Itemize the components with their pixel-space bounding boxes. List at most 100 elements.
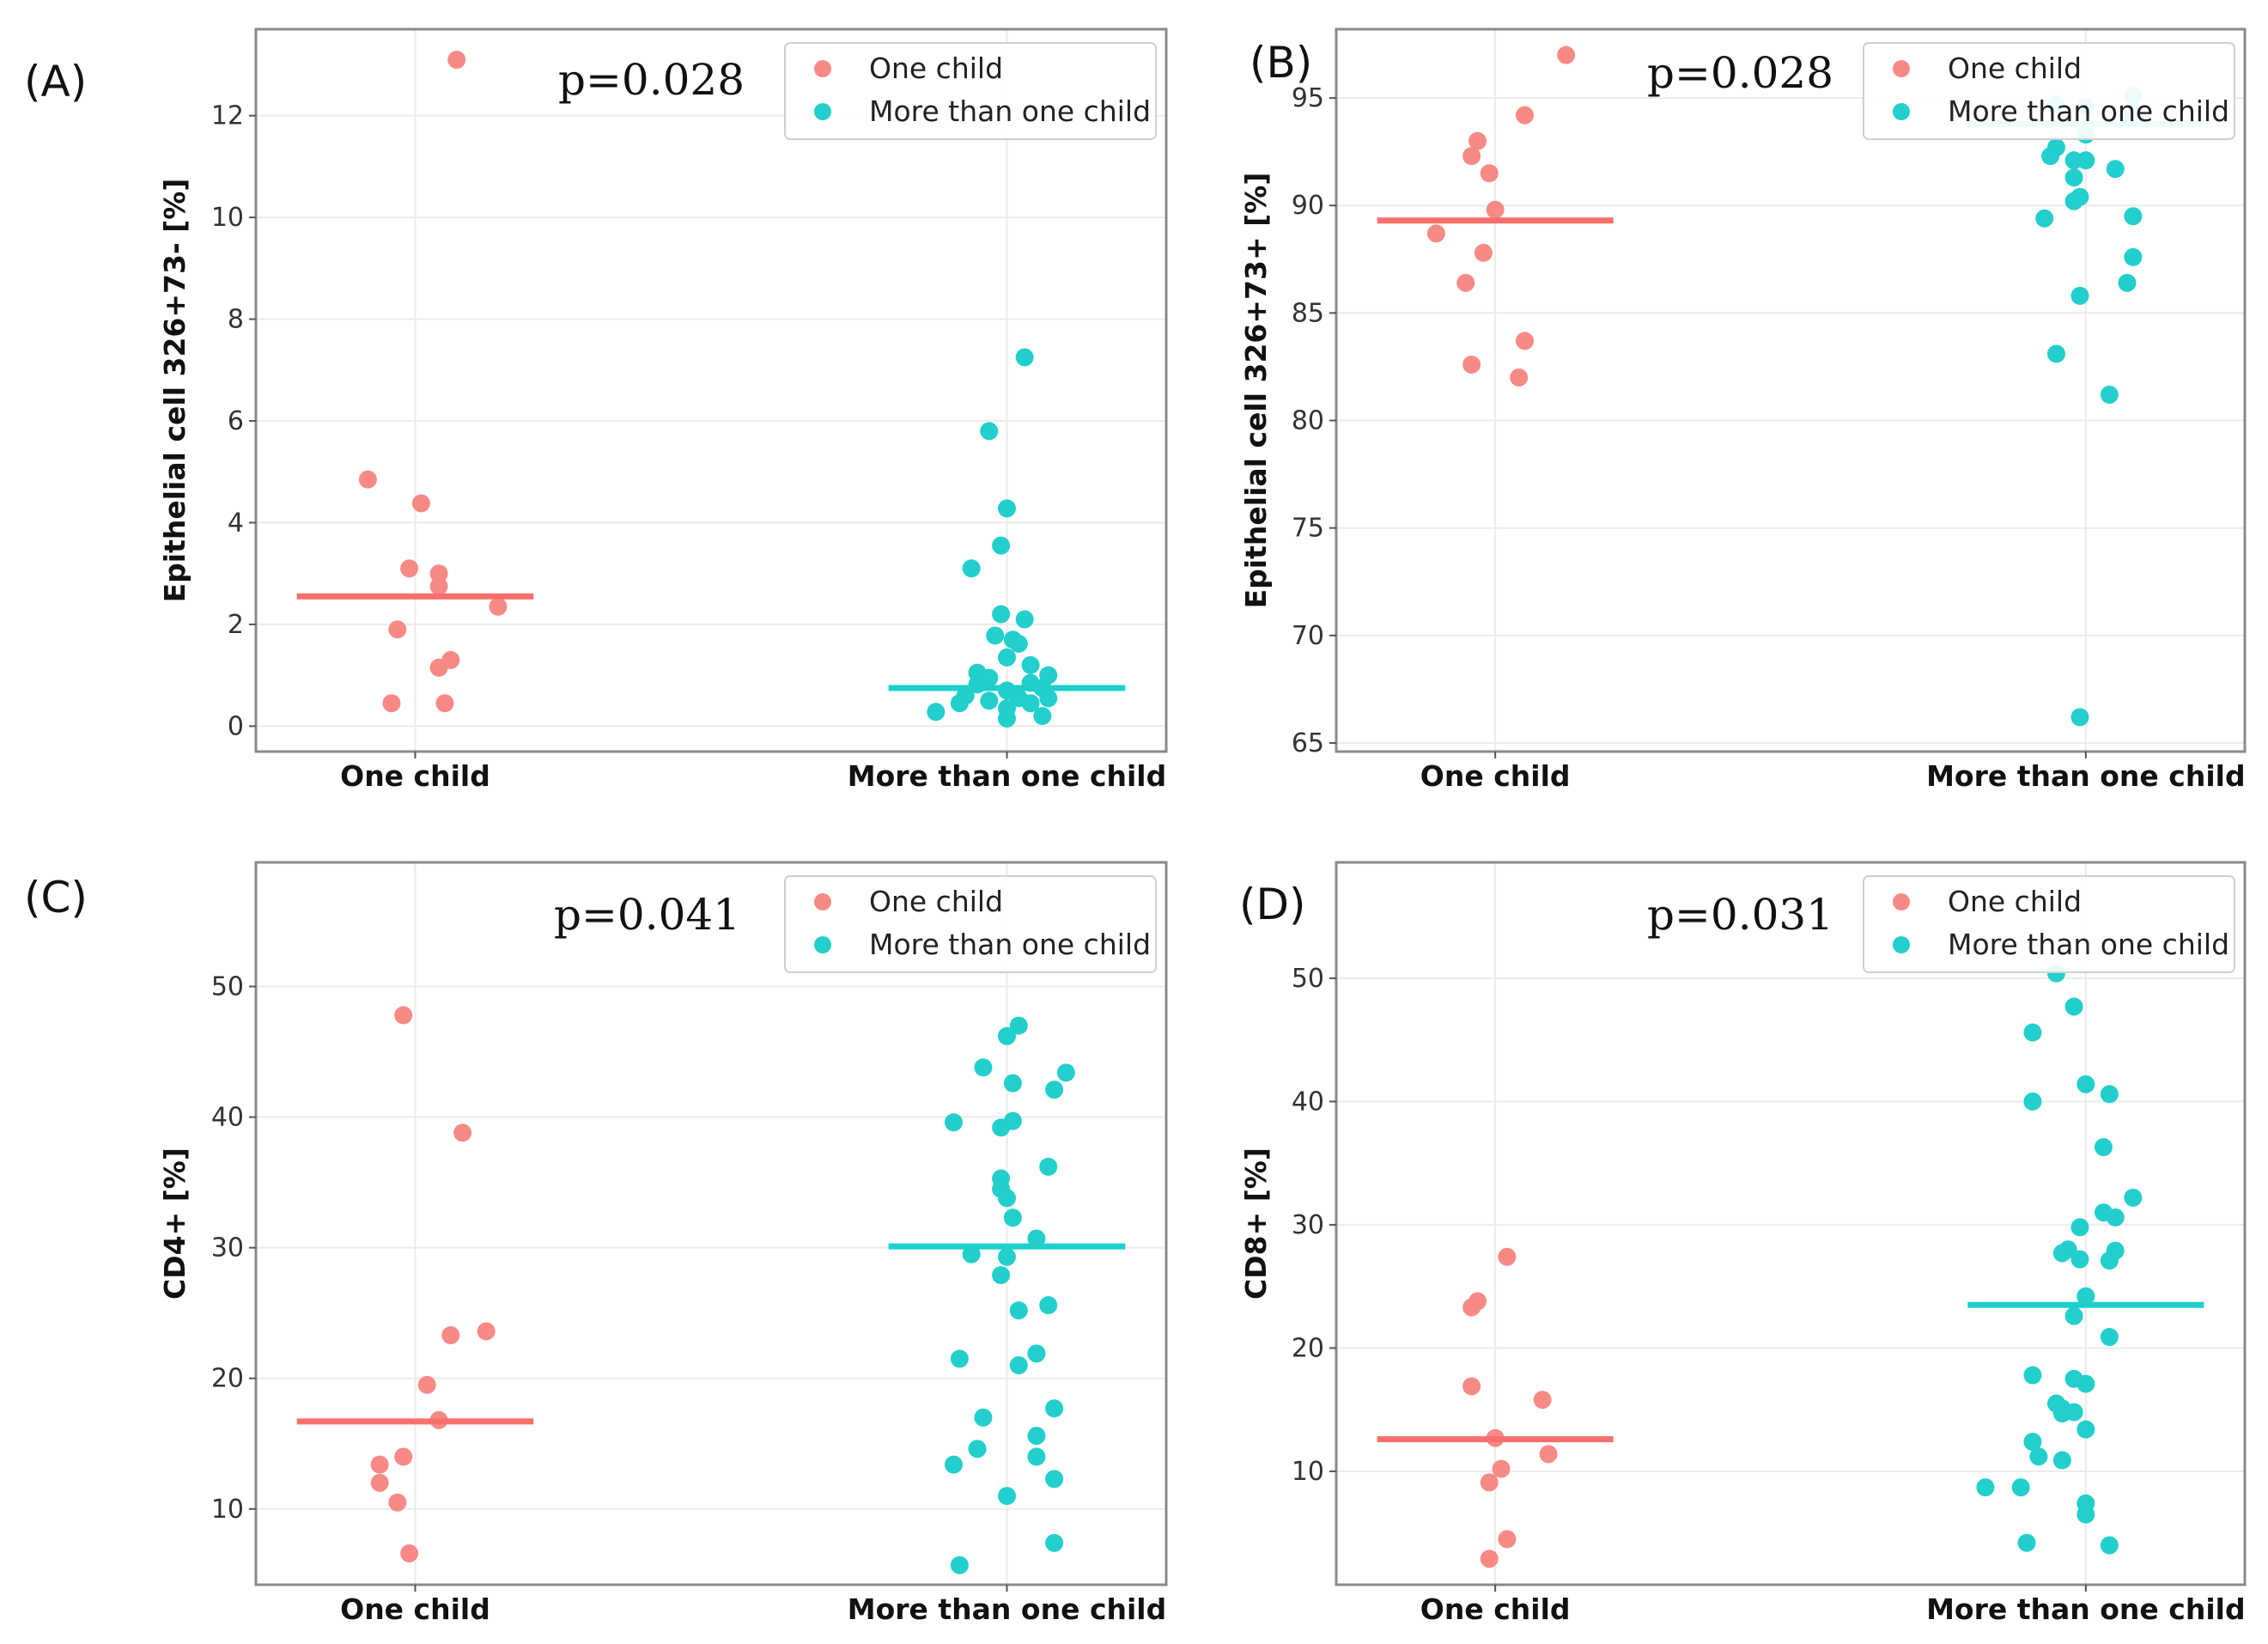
data-point bbox=[1027, 1427, 1046, 1446]
y-tick-label: 10 bbox=[1292, 1457, 1324, 1487]
data-point bbox=[2035, 209, 2054, 228]
y-tick-label: 12 bbox=[211, 101, 244, 131]
y-tick-label: 10 bbox=[211, 1495, 244, 1525]
data-point bbox=[2023, 1092, 2042, 1111]
chart-panel-2: (B) 65 70 75 80 85 90 95 Epithelial cell 326+73+… bbox=[1239, 27, 2247, 793]
data-point bbox=[1498, 1530, 1517, 1549]
data-point bbox=[2124, 207, 2143, 226]
data-point bbox=[1456, 273, 1475, 292]
data-point bbox=[382, 694, 401, 713]
data-point bbox=[400, 559, 419, 578]
legend-marker bbox=[814, 893, 831, 910]
data-point bbox=[447, 51, 466, 70]
x-category-label: More than one child bbox=[848, 1592, 1167, 1626]
data-point bbox=[1976, 1478, 1995, 1497]
data-point bbox=[992, 1118, 1011, 1137]
data-point bbox=[1015, 610, 1034, 629]
data-point bbox=[1480, 1473, 1499, 1492]
data-point bbox=[1533, 1391, 1552, 1410]
plot-frame bbox=[1335, 27, 2247, 753]
legend-box bbox=[784, 42, 1157, 140]
y-tick-label: 6 bbox=[228, 406, 244, 436]
y-tick-label: 50 bbox=[211, 971, 244, 1002]
y-tick-label: 0 bbox=[228, 711, 244, 741]
data-point bbox=[1486, 200, 1505, 219]
data-point bbox=[2046, 344, 2065, 363]
data-point bbox=[1009, 1356, 1028, 1375]
y-tick-label: 10 bbox=[211, 203, 244, 233]
chart-panel-1: (A) 0 2 4 6 8 10 12 Epithelial cell 326+73- [%] O… bbox=[24, 27, 1168, 793]
legend-box bbox=[1863, 875, 2235, 973]
y-axis-label: Epithelial cell 326+73- [%] bbox=[158, 179, 192, 603]
legend-marker bbox=[1893, 936, 1910, 953]
data-point bbox=[2070, 1250, 2089, 1269]
plot-frame bbox=[254, 27, 1168, 753]
data-point bbox=[2070, 1218, 2089, 1237]
data-point bbox=[1539, 1445, 1558, 1464]
data-point bbox=[2100, 386, 2119, 405]
y-tick-label: 4 bbox=[228, 508, 244, 538]
data-point bbox=[2076, 1374, 2095, 1393]
data-point bbox=[950, 694, 969, 713]
data-point bbox=[2094, 1138, 2113, 1157]
data-point bbox=[2052, 1451, 2071, 1470]
data-point bbox=[944, 1455, 963, 1474]
data-point bbox=[1027, 1447, 1046, 1466]
p-value-annotation: p=0.028 bbox=[558, 55, 745, 105]
data-point bbox=[998, 709, 1016, 728]
data-point bbox=[998, 1487, 1016, 1506]
y-tick-label: 65 bbox=[1292, 728, 1324, 758]
y-tick-label: 8 bbox=[228, 305, 244, 335]
data-point bbox=[927, 703, 946, 722]
data-point bbox=[1039, 1157, 1058, 1176]
data-point bbox=[968, 1440, 987, 1458]
legend-marker bbox=[1893, 103, 1910, 120]
plot-frame bbox=[254, 861, 1168, 1586]
data-point bbox=[2070, 286, 2089, 305]
data-point bbox=[950, 1349, 969, 1368]
y-tick-label: 2 bbox=[228, 610, 244, 640]
data-point bbox=[394, 1006, 413, 1025]
data-point bbox=[1009, 634, 1028, 653]
y-tick-label: 50 bbox=[1292, 964, 1324, 994]
data-layer bbox=[1377, 46, 2204, 727]
data-point bbox=[998, 499, 1016, 518]
data-point bbox=[1039, 689, 1058, 708]
data-point bbox=[2100, 1085, 2119, 1104]
data-point bbox=[980, 691, 999, 710]
data-point bbox=[974, 1408, 993, 1427]
data-point bbox=[2100, 1328, 2119, 1347]
data-point bbox=[974, 1058, 993, 1077]
data-point bbox=[2064, 1306, 2083, 1325]
data-point bbox=[429, 564, 448, 583]
data-point bbox=[1021, 694, 1040, 713]
data-layer bbox=[296, 51, 1126, 728]
y-tick-label: 20 bbox=[211, 1364, 244, 1394]
data-point bbox=[1009, 1016, 1028, 1035]
data-point bbox=[1045, 1081, 1064, 1099]
data-point bbox=[2106, 160, 2125, 179]
data-point bbox=[1045, 1533, 1064, 1552]
data-point bbox=[441, 1326, 460, 1345]
legend: One child More than one child bbox=[784, 42, 1157, 140]
data-point bbox=[2023, 1023, 2042, 1042]
legend-entry: One child bbox=[869, 885, 1003, 918]
panel-label: (A) bbox=[24, 57, 87, 107]
data-layer bbox=[1377, 964, 2204, 1568]
data-point bbox=[1468, 131, 1487, 150]
data-point bbox=[489, 597, 508, 616]
data-point bbox=[429, 658, 448, 677]
panel-label: (B) bbox=[1250, 38, 1312, 88]
data-point bbox=[388, 620, 407, 639]
legend-entry: More than one child bbox=[869, 94, 1151, 128]
y-tick-label: 75 bbox=[1292, 514, 1324, 544]
data-point bbox=[2124, 247, 2143, 266]
data-point bbox=[2011, 1478, 2030, 1497]
data-point bbox=[1033, 707, 1052, 726]
data-point bbox=[1510, 368, 1529, 387]
y-tick-label: 40 bbox=[211, 1103, 244, 1133]
data-point bbox=[2076, 1287, 2095, 1306]
panel-label: (C) bbox=[24, 873, 88, 922]
data-point bbox=[1027, 1344, 1046, 1363]
